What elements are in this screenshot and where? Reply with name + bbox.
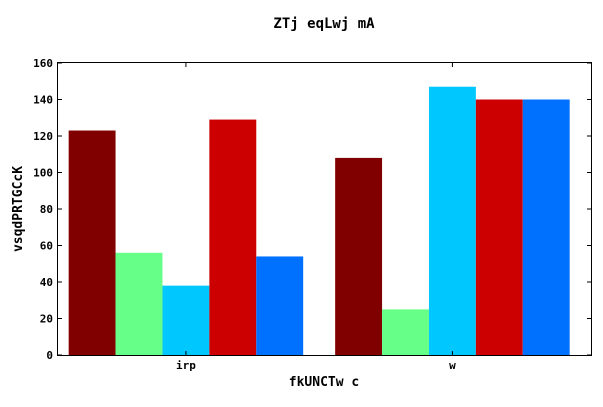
bar-w-series-2 <box>382 309 429 356</box>
y-tick-label: 0 <box>46 349 53 362</box>
x-axis-label: fkUNCTw c <box>289 375 359 390</box>
bar-w-series-5 <box>522 99 570 355</box>
bar-irp-series-2 <box>115 252 163 355</box>
y-axis: 0 20 40 60 80 100 120 140 160 <box>33 57 591 362</box>
bar-irp-series-4 <box>209 119 257 355</box>
y-axis-label: vsqdPRTGCcK <box>11 166 26 252</box>
y-tick-label: 160 <box>33 57 53 70</box>
bar-irp-series-3 <box>162 285 210 355</box>
plot-frame <box>57 62 592 356</box>
x-tick-label: irp <box>176 359 196 372</box>
y-tick-label: 100 <box>33 167 53 180</box>
chart-title: ZTj eqLwj mA <box>273 16 375 32</box>
bar-w-series-3 <box>428 86 476 355</box>
bar-irp-series-1 <box>68 130 116 355</box>
bar-w-series-1 <box>335 157 383 355</box>
y-tick-label: 40 <box>40 276 53 289</box>
y-tick-label: 60 <box>40 240 53 253</box>
y-tick-label: 140 <box>33 94 53 107</box>
bar-irp-series-5 <box>256 256 304 355</box>
y-tick-label: 20 <box>40 313 53 326</box>
bars-group <box>68 86 570 356</box>
y-tick-label: 80 <box>40 203 53 216</box>
y-tick-label: 120 <box>33 130 53 143</box>
x-axis: irp w <box>176 63 456 372</box>
bar-w-series-4 <box>475 99 523 355</box>
x-tick-label: w <box>449 359 456 372</box>
